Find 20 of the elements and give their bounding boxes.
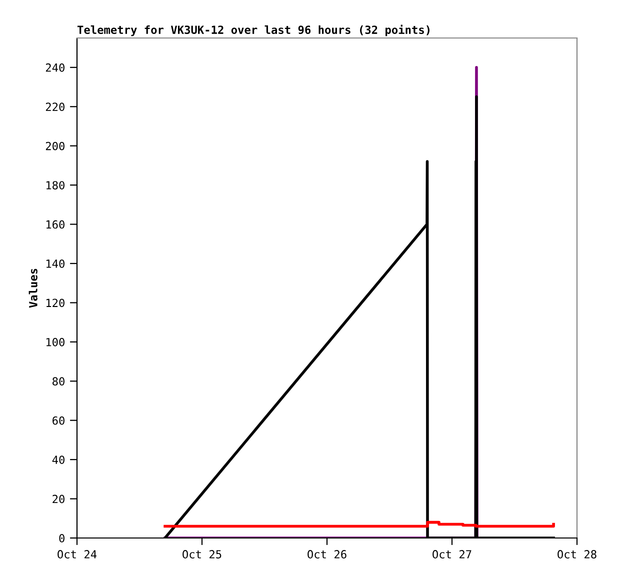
x-tick-label: Oct 26: [308, 550, 346, 558]
y-tick-label: 140: [46, 259, 64, 268]
y-axis-title: Values: [28, 268, 38, 308]
x-tick-label: Oct 24: [58, 550, 97, 558]
y-tick-label: 120: [46, 298, 64, 308]
y-tick-label: 0: [59, 534, 64, 542]
x-tick-label: Oct 28: [558, 550, 596, 558]
y-tick-label: 180: [46, 181, 64, 190]
y-tick-label: 60: [52, 416, 64, 425]
y-tick-label: 40: [52, 456, 64, 464]
y-tick-label: 20: [52, 494, 64, 504]
y-tick-label: 240: [46, 63, 64, 72]
x-tick-label: Oct 25: [182, 550, 222, 558]
y-tick-label: 220: [46, 102, 64, 112]
chart-title: Telemetry for VK3UK-12 over last 96 hours (32 points): [77, 24, 430, 36]
x-tick-label: Oct 27: [432, 550, 472, 558]
y-tick-label: 100: [46, 338, 64, 346]
y-tick-label: 80: [52, 377, 64, 386]
y-tick-label: 160: [46, 220, 64, 229]
y-tick-label: 200: [46, 142, 64, 150]
